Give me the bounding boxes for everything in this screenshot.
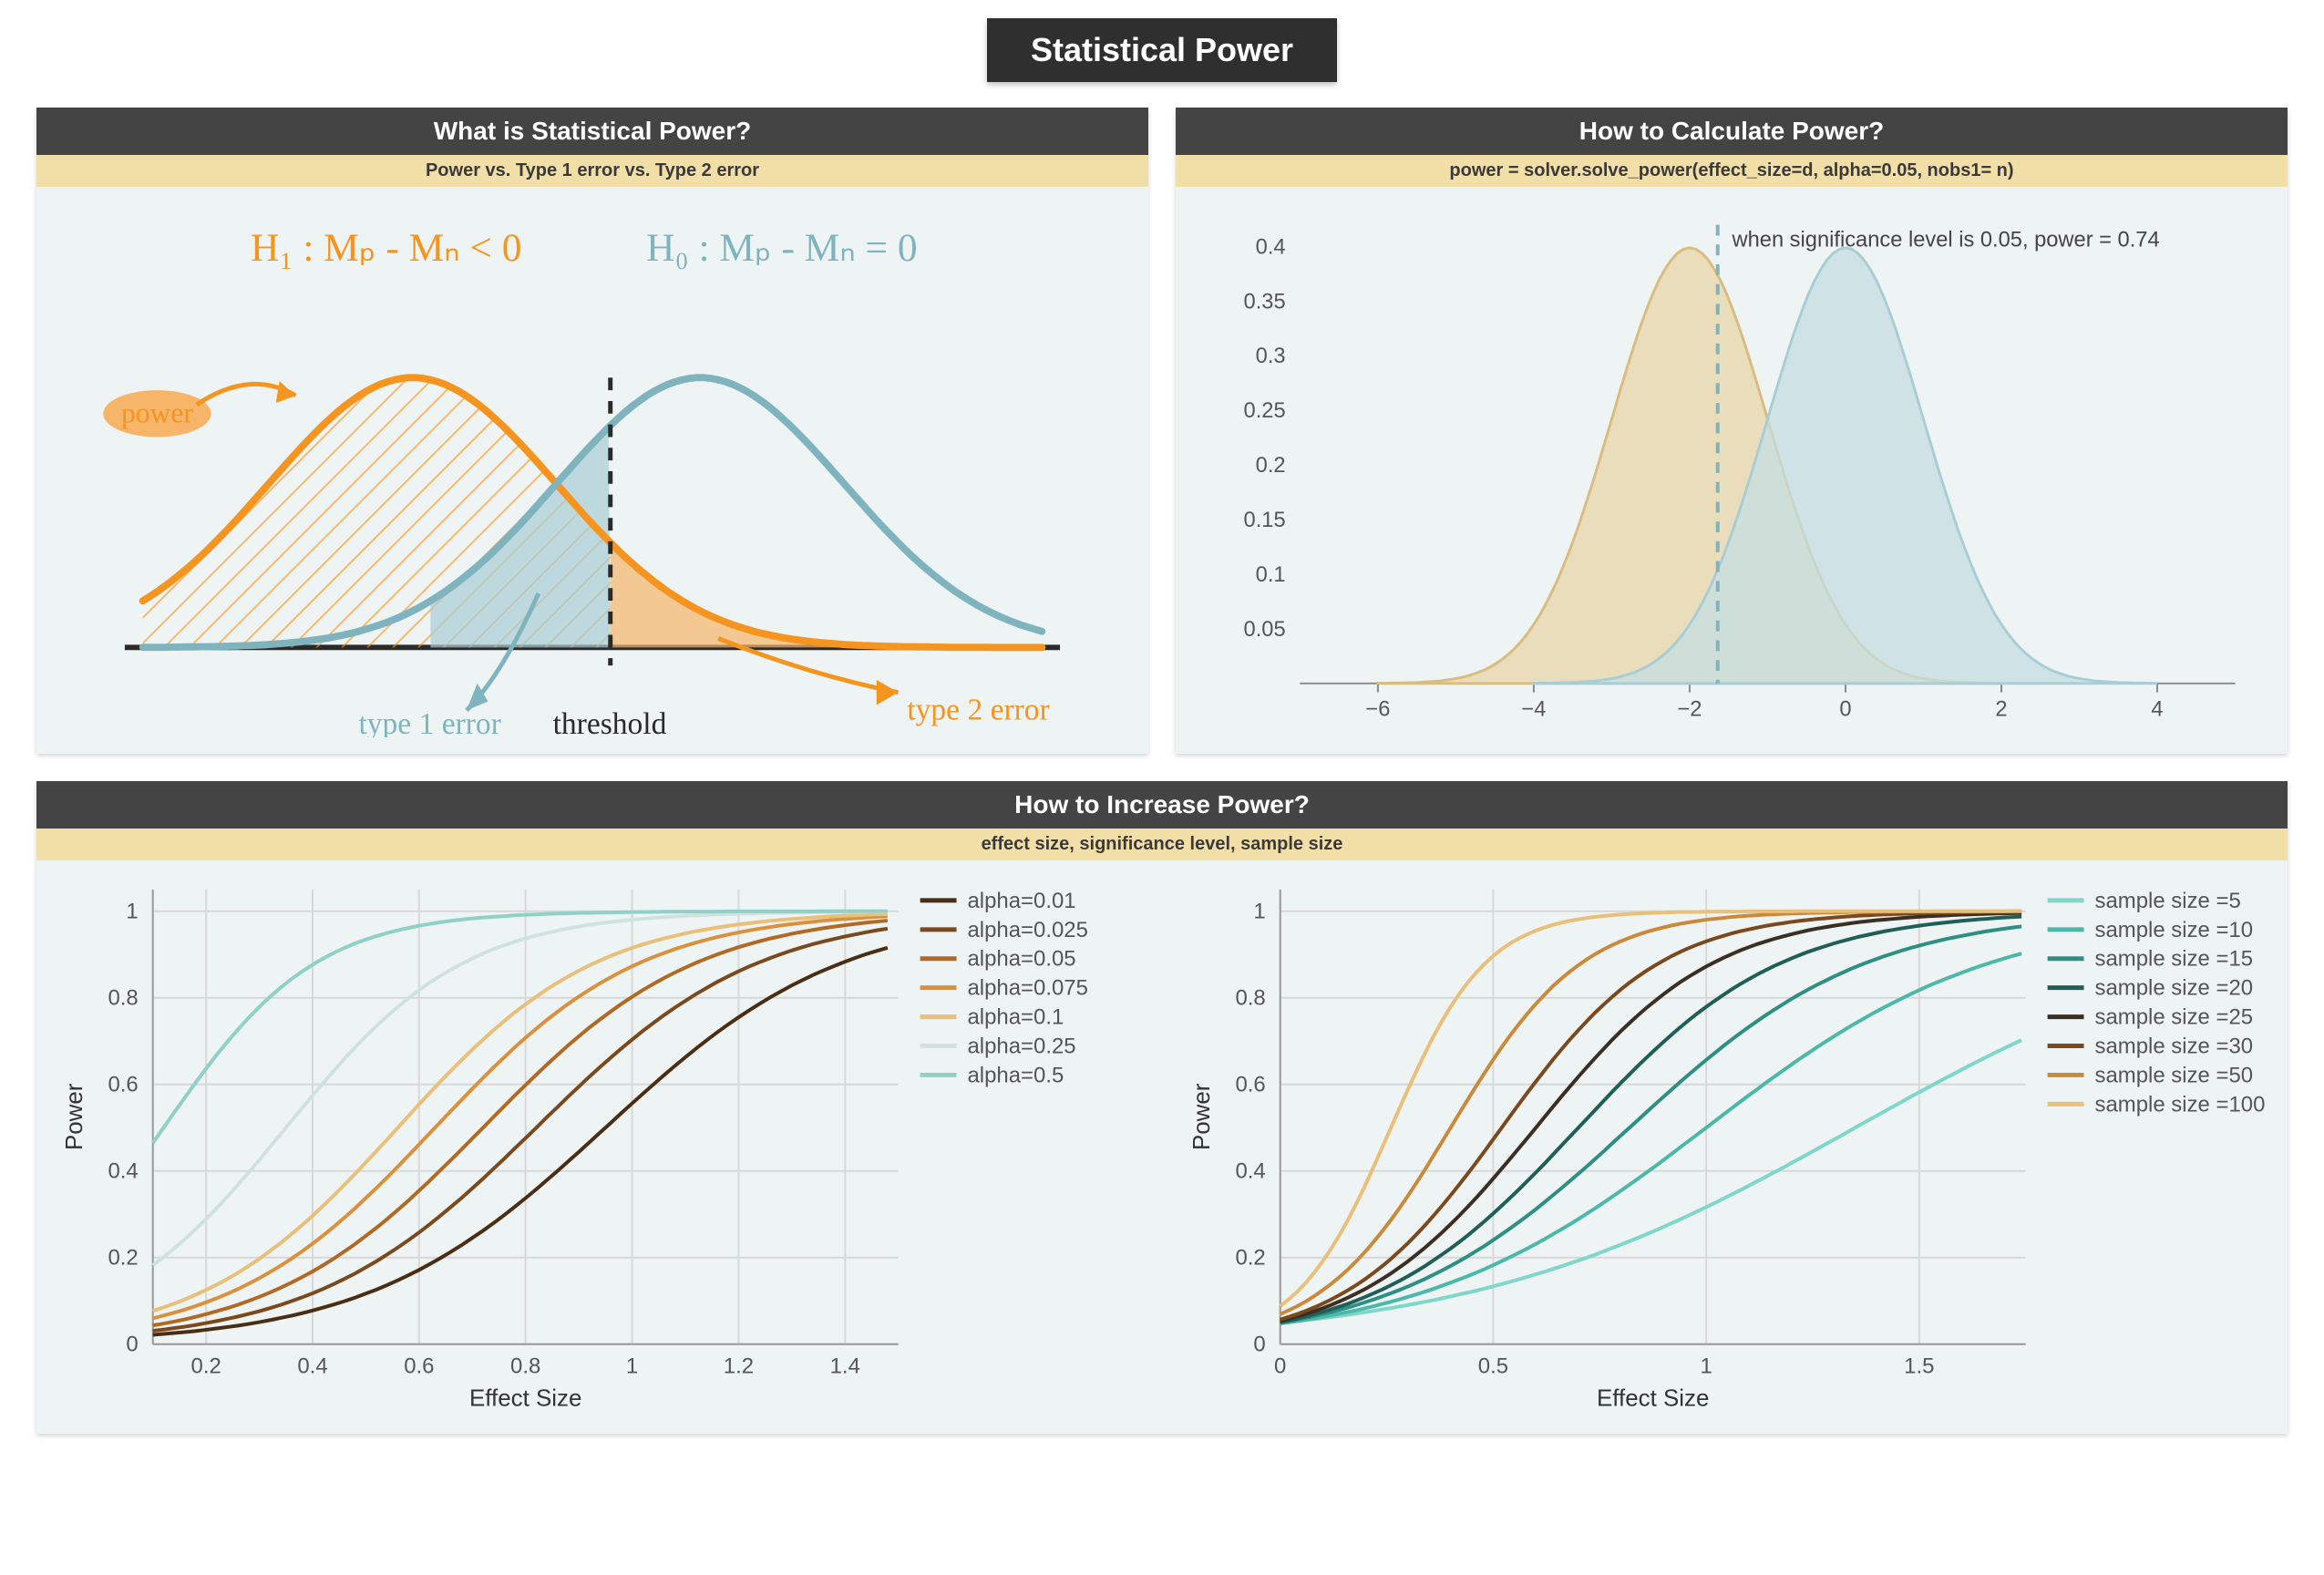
page-title: Statistical Power	[987, 18, 1337, 82]
svg-text:0.8: 0.8	[108, 986, 138, 1011]
svg-text:0.6: 0.6	[1235, 1073, 1265, 1097]
svg-text:1: 1	[126, 900, 138, 924]
svg-text:alpha=0.25: alpha=0.25	[967, 1035, 1075, 1059]
svg-text:alpha=0.01: alpha=0.01	[967, 889, 1075, 913]
svg-text:alpha=0.1: alpha=0.1	[967, 1005, 1064, 1030]
panel1-subtitle: Power vs. Type 1 error vs. Type 2 error	[36, 155, 1148, 187]
svg-text:0: 0	[1274, 1354, 1286, 1379]
panel2-subtitle: power = solver.solve_power(effect_size=d…	[1176, 155, 2288, 187]
svg-text:0.5: 0.5	[1478, 1354, 1508, 1379]
svg-text:sample size =10: sample size =10	[2094, 918, 2253, 942]
svg-text:4: 4	[2151, 697, 2163, 721]
svg-text:0.25: 0.25	[1244, 399, 1286, 423]
sketch-distributions: H₁ : Mₚ - Mₙ < 0 H₀ : Mₚ - Mₙ = 0 power typ…	[53, 198, 1132, 737]
svg-text:−2: −2	[1677, 697, 1702, 721]
svg-text:0: 0	[1253, 1333, 1265, 1357]
svg-text:sample size =25: sample size =25	[2094, 1005, 2253, 1030]
svg-text:2: 2	[1995, 697, 2007, 721]
svg-text:sample size =50: sample size =50	[2094, 1063, 2253, 1087]
svg-text:0.6: 0.6	[108, 1073, 138, 1097]
svg-text:1: 1	[1253, 900, 1265, 924]
svg-text:sample size =30: sample size =30	[2094, 1035, 2253, 1059]
svg-text:0.8: 0.8	[1235, 986, 1265, 1011]
svg-text:0.2: 0.2	[1235, 1246, 1265, 1271]
svg-text:sample size =100: sample size =100	[2094, 1092, 2265, 1117]
svg-text:sample size =5: sample size =5	[2094, 889, 2240, 913]
svg-text:1: 1	[626, 1354, 638, 1379]
panel-what-is-power: What is Statistical Power? Power vs. Typ…	[36, 108, 1148, 754]
svg-text:0.35: 0.35	[1244, 290, 1286, 314]
svg-text:sample size =20: sample size =20	[2094, 976, 2253, 1001]
svg-text:alpha=0.05: alpha=0.05	[967, 947, 1075, 972]
panel3-title: How to Increase Power?	[36, 781, 2288, 829]
svg-text:Power: Power	[1189, 1083, 1215, 1150]
svg-text:alpha=0.025: alpha=0.025	[967, 918, 1087, 942]
svg-text:type 2 error: type 2 error	[907, 693, 1049, 726]
svg-text:0.2: 0.2	[1256, 454, 1286, 478]
svg-text:0.4: 0.4	[108, 1159, 138, 1184]
svg-text:0.4: 0.4	[297, 1354, 327, 1379]
power-vs-alpha-chart: 0 0.2 0.4 0.6 0.8 1 0.2 0.4 0.6 0.8 1 1.2 1.4 Effect …	[53, 871, 1144, 1417]
panel3-subtitle: effect size, significance level, sample …	[36, 829, 2288, 860]
svg-text:sample size =15: sample size =15	[2094, 947, 2253, 972]
svg-text:1.4: 1.4	[830, 1354, 860, 1379]
svg-text:0: 0	[126, 1333, 138, 1357]
power-vs-n-chart: 0 0.2 0.4 0.6 0.8 1 0 0.5 1 1.5 Effect Size Power sa…	[1180, 871, 2271, 1417]
svg-text:type 1 error: type 1 error	[358, 707, 500, 737]
svg-text:when significance level is 0.0: when significance level is 0.05, power =…	[1732, 228, 2160, 252]
svg-text:alpha=0.075: alpha=0.075	[967, 976, 1087, 1001]
svg-text:0.3: 0.3	[1256, 345, 1286, 368]
panel2-title: How to Calculate Power?	[1176, 108, 2288, 155]
svg-text:Power: Power	[62, 1083, 87, 1150]
svg-text:0.4: 0.4	[1256, 235, 1286, 259]
svg-text:H₀ : Mₚ - Mₙ = 0: H₀ : Mₚ - Mₙ = 0	[646, 226, 917, 270]
svg-text:0.1: 0.1	[1256, 563, 1286, 587]
panel1-title: What is Statistical Power?	[36, 108, 1148, 155]
panel-increase-power: How to Increase Power? effect size, sign…	[36, 781, 2288, 1434]
svg-text:0.8: 0.8	[510, 1354, 540, 1379]
svg-text:0.15: 0.15	[1244, 509, 1286, 532]
svg-text:0.2: 0.2	[191, 1354, 221, 1379]
svg-text:1.2: 1.2	[724, 1354, 754, 1379]
svg-text:0.4: 0.4	[1235, 1159, 1265, 1184]
svg-text:alpha=0.5: alpha=0.5	[967, 1063, 1064, 1087]
svg-text:threshold: threshold	[553, 707, 667, 737]
svg-text:0.05: 0.05	[1244, 618, 1286, 642]
svg-text:0.6: 0.6	[404, 1354, 434, 1379]
svg-text:H₁ : Mₚ - Mₙ < 0: H₁ : Mₚ - Mₙ < 0	[251, 226, 521, 270]
svg-text:power: power	[121, 397, 193, 429]
distribution-chart: 0.05 0.1 0.15 0.2 0.25 0.3 0.35 0.4 −6 −4 −2 0 2 4 whe…	[1192, 198, 2271, 737]
svg-text:Effect Size: Effect Size	[1597, 1386, 1709, 1412]
svg-text:0: 0	[1839, 697, 1851, 721]
panel-calculate-power: How to Calculate Power? power = solver.s…	[1176, 108, 2288, 754]
svg-text:−4: −4	[1521, 697, 1546, 721]
svg-text:1.5: 1.5	[1904, 1354, 1934, 1379]
svg-text:0.2: 0.2	[108, 1246, 138, 1271]
svg-text:−6: −6	[1365, 697, 1390, 721]
svg-text:1: 1	[1700, 1354, 1712, 1379]
svg-text:Effect Size: Effect Size	[469, 1386, 581, 1412]
